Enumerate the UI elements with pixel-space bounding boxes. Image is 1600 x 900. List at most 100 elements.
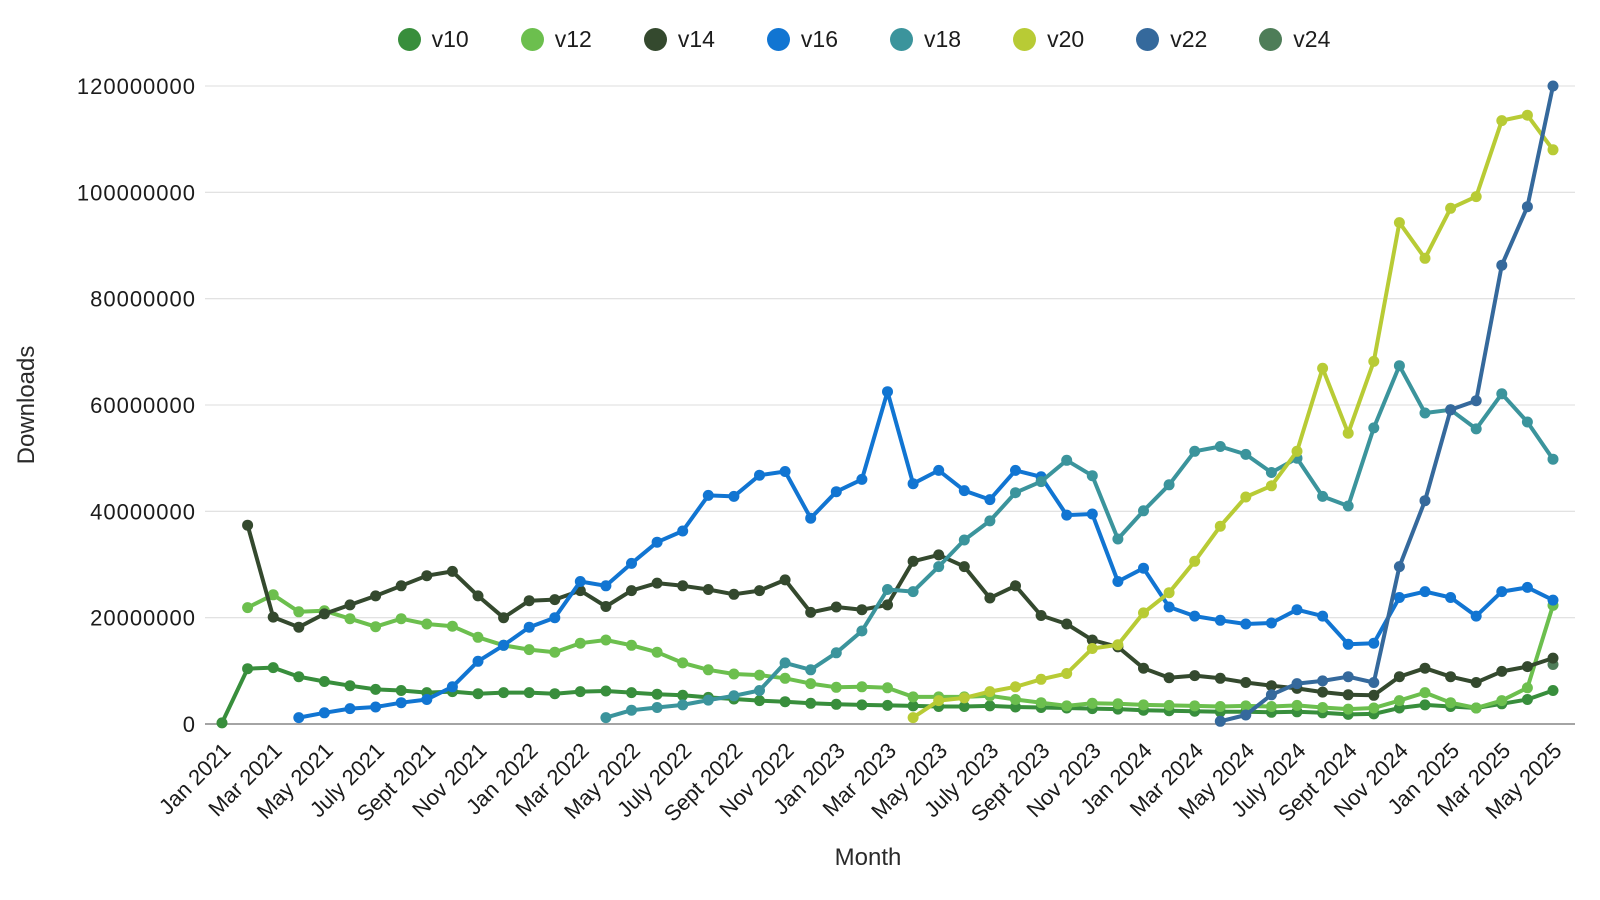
data-point-v16	[1521, 581, 1533, 593]
data-point-v18	[754, 685, 765, 696]
data-point-v14	[267, 611, 279, 623]
data-point-v16	[1061, 509, 1073, 521]
data-point-v20	[1138, 607, 1149, 619]
data-point-v14	[1445, 671, 1457, 683]
data-point-v14	[1138, 662, 1149, 674]
data-point-v20	[1419, 252, 1431, 264]
data-point-v14	[882, 599, 893, 611]
data-point-v20	[1086, 643, 1098, 654]
data-point-v10	[574, 686, 586, 698]
series-v14	[242, 519, 1559, 701]
data-point-v18	[856, 625, 868, 637]
data-point-v14	[830, 601, 842, 613]
data-point-v16	[907, 478, 919, 490]
legend-label: v22	[1170, 26, 1208, 52]
legend-item-v18: v18	[890, 26, 961, 53]
data-point-v14	[1163, 672, 1175, 684]
data-point-v10	[754, 695, 765, 707]
data-point-v22	[1317, 675, 1329, 687]
data-point-v14	[1035, 610, 1047, 621]
data-point-v16	[626, 557, 637, 569]
data-point-v14	[984, 592, 996, 604]
data-point-v16	[574, 576, 586, 587]
data-point-v22	[1419, 495, 1431, 507]
data-point-v22	[1240, 709, 1252, 721]
data-point-v14	[958, 561, 970, 573]
data-point-v18	[1265, 467, 1277, 478]
data-point-v10	[651, 688, 663, 700]
data-point-v14	[446, 565, 458, 577]
data-point-v22	[1470, 395, 1482, 407]
legend-dot-v22	[1136, 28, 1160, 51]
data-point-v12	[651, 646, 663, 658]
data-point-v18	[1521, 416, 1533, 428]
data-point-v10	[318, 676, 330, 687]
data-point-v16	[446, 681, 458, 693]
data-point-v14	[472, 590, 484, 602]
data-point-v12	[1368, 702, 1380, 714]
series-line-v14	[245, 523, 1555, 698]
data-point-v10	[370, 683, 382, 695]
data-point-v14	[318, 608, 330, 620]
data-point-v12	[1291, 699, 1303, 711]
gridlines	[205, 85, 1575, 725]
legend-dot-v20	[1013, 28, 1037, 51]
data-point-v10	[498, 687, 510, 699]
data-point-v12	[1189, 700, 1201, 712]
data-point-v12	[1496, 695, 1508, 707]
legend-item-v10: v10	[397, 26, 469, 53]
data-point-v12	[1521, 682, 1533, 694]
data-point-v12	[1265, 701, 1277, 712]
data-point-v12	[370, 621, 382, 633]
data-point-v12	[242, 602, 254, 614]
data-point-v20	[1010, 681, 1021, 693]
y-axis-tick-labels: 0 20000000 40000000 60000000 80000000 1000000…	[77, 74, 196, 737]
data-point-v16	[677, 525, 689, 537]
data-point-v12	[728, 668, 740, 680]
series-line-v16	[296, 389, 1555, 720]
series-v20	[907, 109, 1559, 724]
data-point-v16	[498, 639, 510, 651]
data-point-v16	[395, 697, 407, 709]
data-point-v12	[395, 613, 407, 625]
data-point-v16	[702, 489, 714, 501]
data-point-v18	[1163, 479, 1175, 491]
data-point-v10	[1521, 694, 1533, 705]
data-point-v16	[472, 655, 484, 667]
data-point-v20	[1496, 115, 1508, 127]
data-point-v16	[805, 512, 817, 524]
data-point-v12	[1112, 698, 1124, 710]
data-point-v14	[933, 549, 945, 561]
series-layer	[216, 80, 1559, 729]
data-point-v12	[1010, 694, 1021, 705]
data-point-v16	[1496, 586, 1508, 598]
data-point-v16	[318, 707, 330, 719]
data-point-v20	[1470, 191, 1482, 203]
y-tick-label: 100000000	[77, 180, 196, 205]
legend-label: v18	[924, 26, 962, 52]
data-point-v22	[1368, 677, 1380, 688]
data-point-v18	[600, 712, 612, 724]
data-point-v12	[344, 613, 356, 625]
data-point-v20	[1214, 520, 1226, 532]
data-point-v18	[1214, 441, 1226, 452]
data-point-v20	[1521, 109, 1533, 121]
data-point-v10	[293, 671, 305, 683]
data-point-v20	[933, 695, 945, 707]
data-point-v10	[523, 687, 535, 699]
data-point-v16	[728, 490, 740, 502]
data-point-v10	[600, 685, 612, 697]
data-point-v14	[549, 594, 561, 606]
data-point-v16	[344, 703, 356, 715]
y-tick-label: 60000000	[90, 393, 196, 418]
legend-dot-v12	[520, 28, 544, 51]
data-point-v16	[1010, 464, 1021, 476]
data-point-v10	[216, 717, 228, 729]
series-v18	[600, 360, 1559, 724]
data-point-v18	[1317, 490, 1329, 502]
data-point-v18	[1061, 454, 1073, 466]
data-point-v12	[549, 646, 561, 658]
legend-dot-v10	[397, 28, 421, 51]
